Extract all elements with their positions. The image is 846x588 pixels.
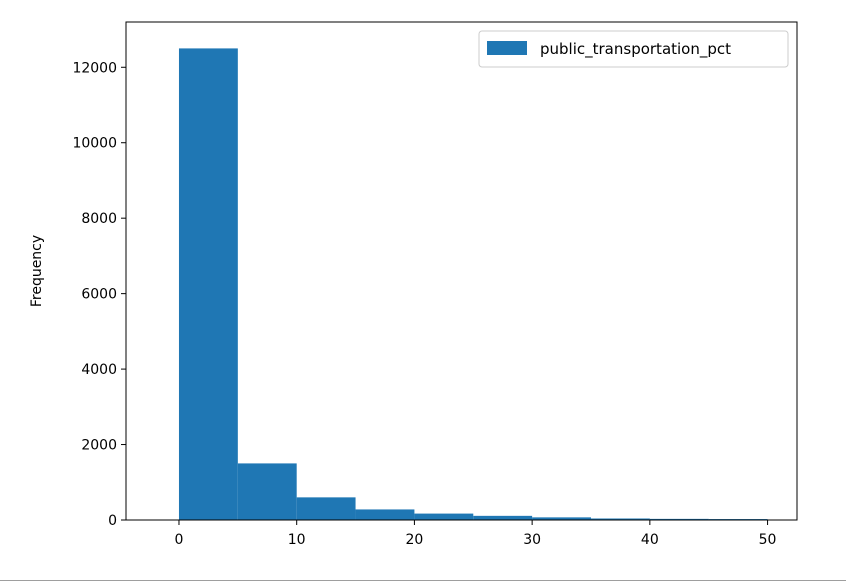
x-tick-label: 50 — [759, 532, 777, 548]
bottom-divider — [0, 580, 846, 581]
y-tick-label: 4000 — [81, 362, 117, 378]
y-tick-label: 10000 — [72, 136, 117, 152]
plot-frame — [125, 21, 798, 521]
legend-swatch — [487, 41, 527, 55]
y-tick-label: 12000 — [72, 60, 117, 76]
legend: public_transportation_pct — [478, 30, 789, 68]
x-tick-label: 40 — [641, 532, 659, 548]
y-tick-label: 8000 — [81, 211, 117, 227]
histogram-bar — [296, 497, 356, 520]
histogram-bar — [178, 48, 238, 520]
histogram-bar — [590, 518, 650, 520]
legend-label: public_transportation_pct — [540, 40, 731, 59]
histogram-bar — [237, 463, 297, 520]
bars-group — [178, 48, 768, 520]
y-axis-label: Frequency — [29, 235, 45, 307]
plot-area — [126, 22, 797, 520]
x-tick-label: 10 — [288, 532, 306, 548]
legend-box — [478, 30, 789, 68]
x-axis-ticks: 0 10 20 30 40 50 — [175, 520, 777, 548]
y-tick-label: 6000 — [81, 287, 117, 303]
histogram-bar — [414, 513, 474, 520]
y-axis-ticks: 0 2000 4000 6000 8000 10000 12000 — [72, 60, 126, 529]
histogram-bar — [355, 509, 415, 520]
x-tick-label: 20 — [405, 532, 423, 548]
x-tick-label: 0 — [175, 532, 184, 548]
y-tick-label: 0 — [108, 513, 117, 529]
y-tick-label: 2000 — [81, 438, 117, 454]
histogram-bar — [473, 515, 533, 520]
x-tick-label: 30 — [523, 532, 541, 548]
histogram-bar — [532, 517, 591, 520]
histogram-bar — [649, 518, 709, 520]
